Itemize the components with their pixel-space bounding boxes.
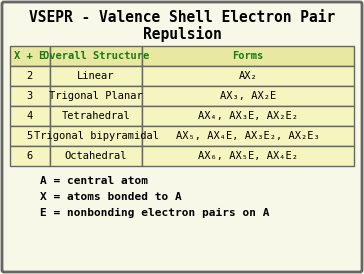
Bar — [50, 86, 142, 106]
Bar — [142, 46, 354, 66]
Text: VSEPR - Valence Shell Electron Pair: VSEPR - Valence Shell Electron Pair — [29, 10, 335, 25]
Text: Trigonal Planar: Trigonal Planar — [49, 91, 143, 101]
Bar — [142, 146, 354, 166]
Bar — [10, 86, 50, 106]
Bar — [50, 126, 142, 146]
Text: 4: 4 — [27, 111, 33, 121]
Text: Tetrahedral: Tetrahedral — [62, 111, 130, 121]
Bar — [142, 106, 354, 126]
Bar — [10, 46, 50, 66]
Text: Octahedral: Octahedral — [65, 151, 127, 161]
Bar — [142, 86, 354, 106]
Text: Trigonal bipyramidal: Trigonal bipyramidal — [33, 131, 158, 141]
Text: 2: 2 — [27, 71, 33, 81]
Text: AX₂: AX₂ — [239, 71, 258, 81]
FancyBboxPatch shape — [2, 2, 362, 272]
Text: 6: 6 — [27, 151, 33, 161]
Text: Linear: Linear — [77, 71, 115, 81]
Text: AX₄, AX₃E, AX₂E₂: AX₄, AX₃E, AX₂E₂ — [198, 111, 298, 121]
Bar — [10, 66, 50, 86]
Text: Repulsion: Repulsion — [143, 26, 221, 42]
Bar — [50, 106, 142, 126]
Text: E = nonbonding electron pairs on A: E = nonbonding electron pairs on A — [40, 208, 269, 218]
Text: A = central atom: A = central atom — [40, 176, 148, 186]
Text: 3: 3 — [27, 91, 33, 101]
Text: X + E: X + E — [14, 51, 46, 61]
Text: AX₃, AX₂E: AX₃, AX₂E — [220, 91, 276, 101]
Text: Overall Structure: Overall Structure — [43, 51, 149, 61]
Text: 5: 5 — [27, 131, 33, 141]
Bar — [50, 46, 142, 66]
Text: AX₆, AX₅E, AX₄E₂: AX₆, AX₅E, AX₄E₂ — [198, 151, 298, 161]
Bar — [10, 126, 50, 146]
Bar — [10, 106, 50, 126]
Bar — [50, 66, 142, 86]
Bar — [50, 146, 142, 166]
Text: Forms: Forms — [233, 51, 264, 61]
Bar — [142, 126, 354, 146]
Bar — [142, 66, 354, 86]
Text: X = atoms bonded to A: X = atoms bonded to A — [40, 192, 182, 202]
Text: AX₅, AX₄E, AX₃E₂, AX₂E₃: AX₅, AX₄E, AX₃E₂, AX₂E₃ — [176, 131, 320, 141]
Bar — [10, 146, 50, 166]
